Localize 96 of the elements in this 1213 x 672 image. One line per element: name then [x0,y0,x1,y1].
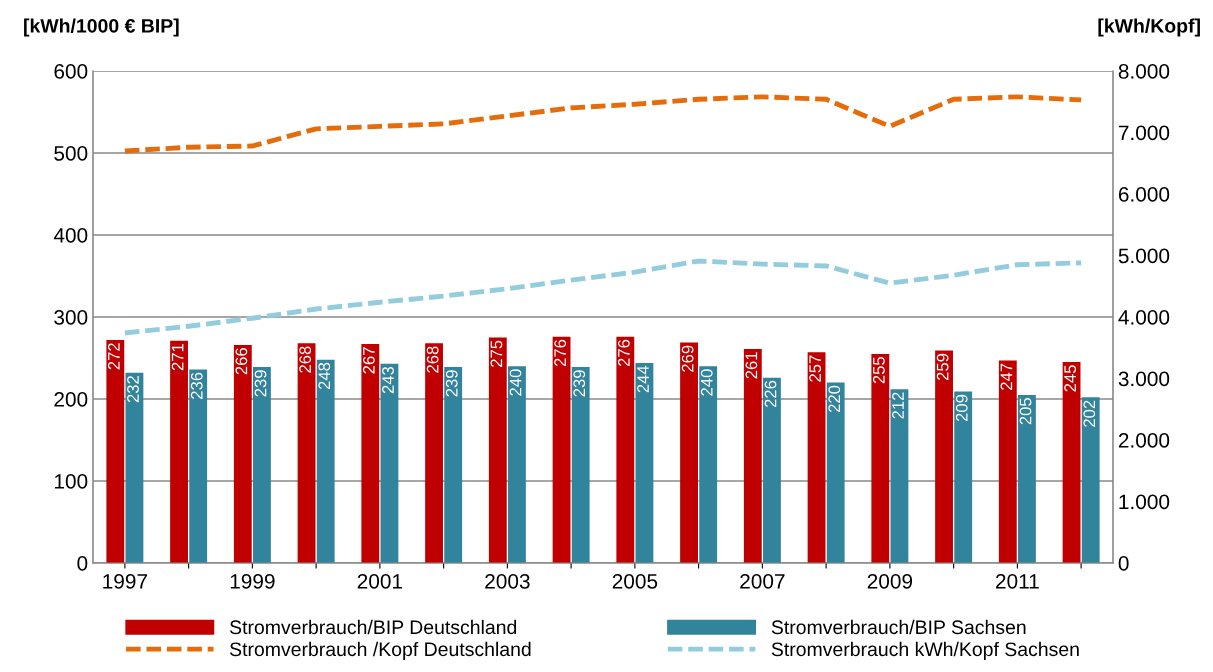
data-label: 257 [809,355,822,382]
x-tick-label: 2003 [485,573,530,589]
data-label: 248 [318,362,331,390]
x-tick-label: 2005 [612,573,658,589]
data-label: 267 [362,347,375,374]
y2-tick-label: 1.000 [1119,494,1170,510]
bar [954,391,973,563]
bar [508,366,526,563]
data-label: 255 [872,357,885,384]
bar [106,339,125,563]
bar [1062,362,1081,563]
y2-tick-label: 3.000 [1118,371,1170,387]
data-label: 212 [892,392,904,419]
data-label: 259 [936,353,949,381]
x-tick-label: 2011 [996,573,1039,589]
bar [1081,397,1100,563]
data-label: 226 [764,380,777,408]
bar [616,336,635,563]
bar [699,366,718,563]
legend-label: Stromverbrauch/BIP Sachsen [771,619,1026,635]
x-tick-label: 2009 [867,573,913,589]
bar [444,367,463,563]
data-label: 205 [1019,398,1032,425]
bar [871,353,890,563]
data-label: 202 [1083,400,1096,427]
y2-tick-label: 2.000 [1118,433,1170,448]
data-label: 268 [426,346,439,373]
x-tick-label: 2007 [740,573,785,589]
data-label: 244 [637,365,649,393]
data-label: 269 [681,345,694,372]
y-tick-label: 600 [54,64,88,79]
bar [571,367,590,563]
bar [125,372,144,563]
bar [361,344,380,563]
y-tick-label: 200 [54,392,88,407]
legend-label: Stromverbrauch /Kopf Deutschland [229,641,531,660]
data-label: 239 [254,370,267,397]
x-tick-label: 2001 [357,573,403,589]
data-label: 239 [445,370,458,397]
data-label: 275 [490,340,503,367]
x-tick-label: 1999 [230,573,275,589]
legend-label: Stromverbrauch kWh/Kopf Sachsen [771,641,1079,660]
y-tick-label: 500 [54,146,88,161]
legend-label: Stromverbrauch/BIP Deutschland [229,619,517,635]
bar [826,382,845,563]
bar [233,344,252,563]
data-label: 276 [554,339,567,367]
bar [1018,394,1036,563]
y-tick-label: 400 [53,228,88,243]
y2-tick-label: 0 [1118,556,1129,571]
y2-tick-label: 7.000 [1118,125,1170,141]
bar [316,359,335,563]
data-label: 261 [745,352,758,379]
data-label: 236 [190,372,203,399]
bar [552,336,571,563]
data-label: 276 [617,339,630,367]
y-tick-label: 300 [54,310,88,325]
data-label: 232 [127,376,139,403]
data-label: 239 [573,370,586,397]
y2-axis-title: [kWh/Kopf] [1098,18,1200,37]
bar [297,343,316,563]
data-label: 271 [171,344,184,371]
bar [488,337,507,563]
bar [253,367,271,563]
data-label: 247 [1000,363,1013,390]
bar [425,343,443,563]
y-axis-title: [kWh/1000 € BIP] [24,18,179,37]
y2-tick-label: 5.000 [1118,248,1170,264]
y2-tick-label: 6.000 [1118,187,1170,202]
bar [935,350,953,563]
bar [807,352,826,563]
data-label: 209 [955,394,968,422]
bar [890,389,909,563]
y-tick-label: 0 [77,556,88,571]
line-series [122,94,1084,154]
bar [680,342,698,563]
bar [743,348,762,563]
data-label: 266 [235,348,248,375]
y-tick-label: 100 [54,474,88,489]
bar [189,369,208,563]
bar [635,362,654,563]
x-tick-label: 1997 [103,573,147,589]
y2-tick-label: 8.000 [1118,64,1170,79]
data-label: 240 [509,369,522,396]
y2-tick-label: 4.000 [1118,310,1170,325]
bar [170,340,188,563]
bar [998,360,1017,563]
data-label: 268 [299,346,312,373]
data-label: 272 [107,343,120,370]
data-label: 245 [1064,365,1077,392]
data-label: 243 [382,366,394,394]
line-series [122,258,1084,336]
data-label: 220 [828,385,841,413]
bar [763,377,781,563]
bar [380,363,399,563]
data-label: 240 [700,369,713,396]
